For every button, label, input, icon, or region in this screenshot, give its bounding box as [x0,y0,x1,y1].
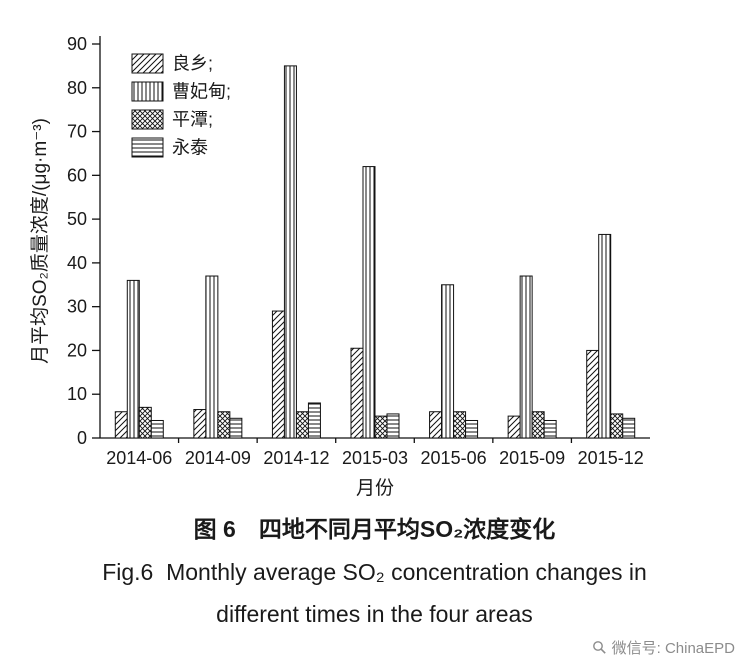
search-icon [592,641,606,654]
bar-horizontal [150,419,164,439]
bar-crosshatch [295,411,309,439]
legend-swatch-crosshatch [131,109,164,130]
bar-crosshatch [453,411,467,439]
y-tick-label: 50 [67,209,87,229]
chart-plot-area: 0 10 20 30 40 50 60 70 80 90 2014-06 2014-09 2014-12… [67,34,650,499]
figure-6: 月平均SO₂质量浓度/(μg·m⁻³) 0 10 20 30 40 50 60 70 80 90 2… [0,6,749,628]
bar-crosshatch [217,411,231,439]
bar-horizontal [465,419,479,439]
y-tick-label: 90 [67,34,87,54]
bar-vertical [598,233,612,439]
bar-vertical [205,275,219,439]
legend-label: 平潭; [172,110,213,130]
y-tick-label: 60 [67,165,87,185]
y-axis-label: 月平均SO₂质量浓度/(μg·m⁻³) [29,118,51,364]
watermark: 微信号: ChinaEPD [0,637,749,658]
legend-label: 良乡; [172,54,213,74]
bar-diagonal [586,349,600,439]
chart-canvas: 月平均SO₂质量浓度/(μg·m⁻³) 0 10 20 30 40 50 60 70 80 90 2… [29,34,650,499]
x-tick-label: 2015-03 [342,448,408,468]
x-tick-label: 2015-09 [499,448,565,468]
bar-horizontal [229,417,243,439]
caption-chinese: 图 6 四地不同月平均SO₂浓度变化 [193,516,556,542]
y-tick-label: 70 [67,122,87,142]
bar-crosshatch [610,413,624,439]
bar-vertical [126,279,140,439]
bar-diagonal [114,411,128,439]
bar-crosshatch [138,406,152,439]
y-tick-label: 10 [67,384,87,404]
y-tick-label: 40 [67,253,87,273]
x-tick-label: 2014-12 [263,448,329,468]
legend-label: 曹妃甸; [172,82,231,102]
bar-vertical [362,166,376,439]
y-tick-label: 20 [67,340,87,360]
x-tick-label: 2014-09 [185,448,251,468]
watermark-label: 微信号: ChinaEPD [611,640,735,657]
so2-bar-chart: 月平均SO₂质量浓度/(μg·m⁻³) 0 10 20 30 40 50 60 70 80 90 2… [0,6,749,508]
bar-diagonal [507,415,521,439]
bar-horizontal [543,419,557,439]
bar-horizontal [307,402,321,439]
x-axis-label: 月份 [356,477,394,499]
figure-caption: 图 6 四地不同月平均SO₂浓度变化 Fig.6 Monthly average… [0,510,749,628]
y-tick-label: 0 [77,428,87,448]
bar-vertical [283,65,297,439]
x-tick-label: 2015-06 [421,448,487,468]
bar-crosshatch [531,411,545,439]
bar-horizontal [386,413,400,439]
bar-horizontal [622,417,636,439]
legend-label: 永泰 [172,138,208,158]
x-tick-label: 2014-06 [106,448,172,468]
y-tick-label: 80 [67,78,87,98]
bar-vertical [519,275,533,439]
bar-vertical [441,284,455,439]
bar-diagonal [350,347,364,439]
bar-diagonal [271,310,285,439]
legend-swatch-vertical [131,81,164,102]
caption-english-line2: different times in the four areas [216,601,533,627]
legend-swatch-diagonal [131,53,164,74]
x-tick-label: 2015-12 [578,448,644,468]
bar-diagonal [429,411,443,439]
y-tick-label: 30 [67,297,87,317]
caption-english-line1: Fig.6 Monthly average SO₂ concentration … [102,559,647,585]
bar-diagonal [193,409,207,439]
bar-crosshatch [374,415,388,439]
legend-swatch-horizontal [131,137,164,158]
